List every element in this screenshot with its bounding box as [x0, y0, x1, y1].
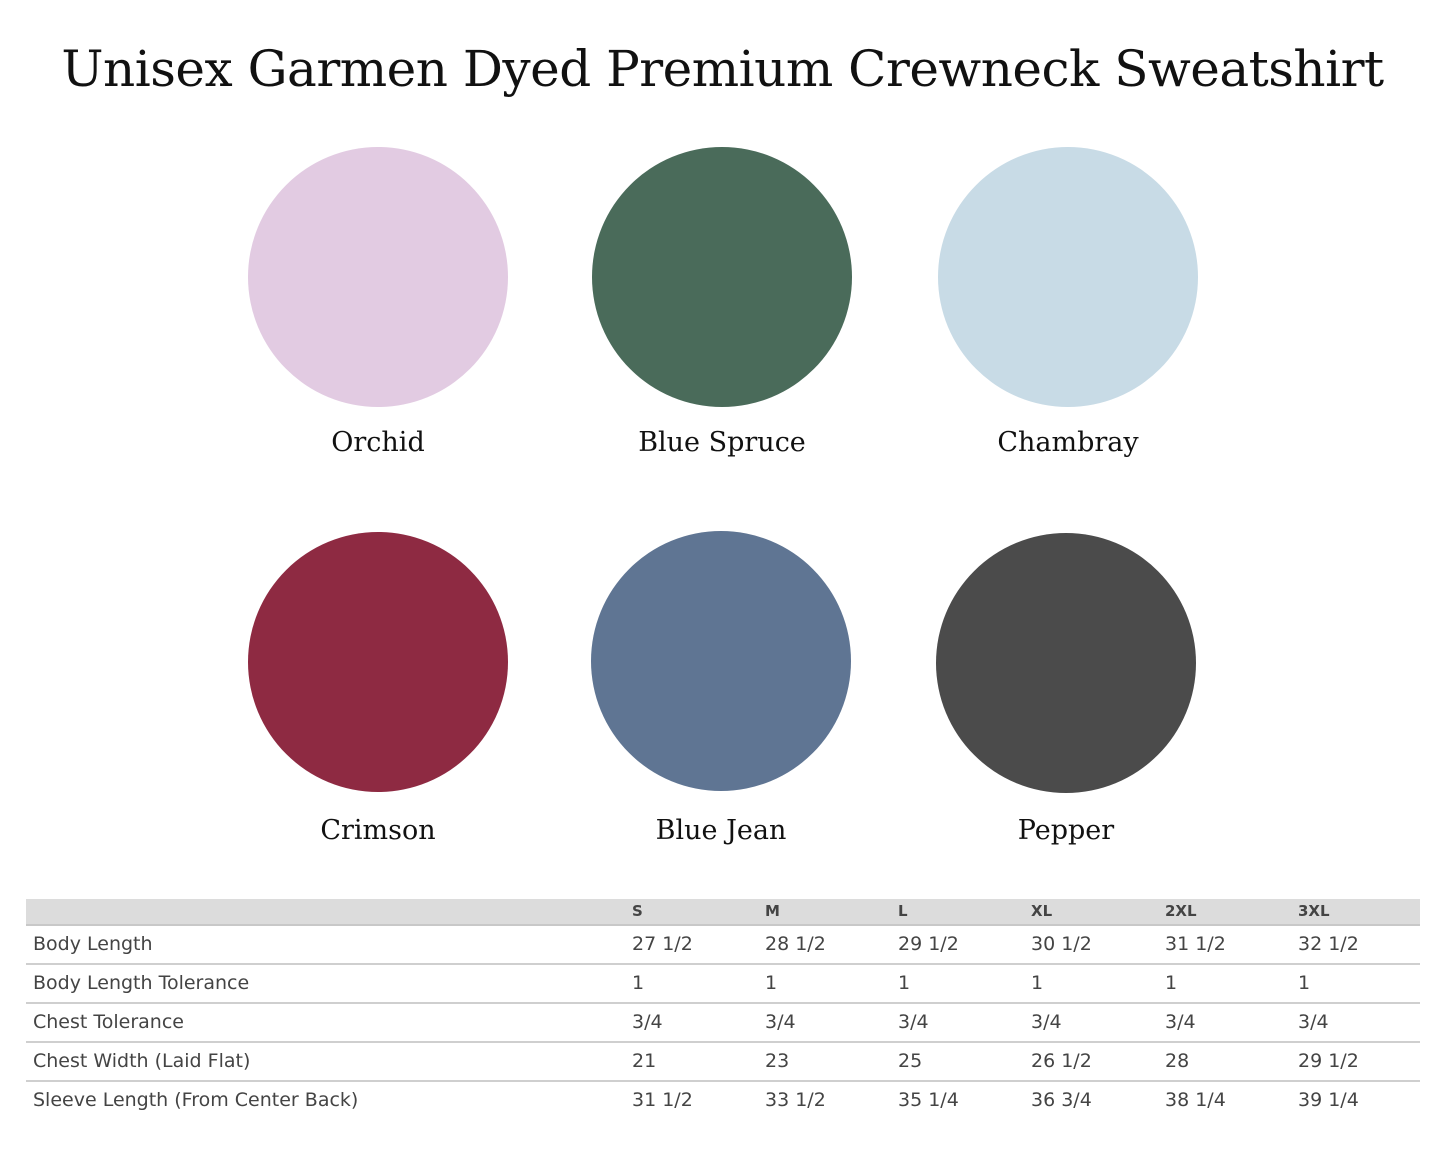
table-cell: 3/4	[1298, 1011, 1329, 1033]
swatch-label: Blue Jean	[655, 815, 787, 846]
row-label: Sleeve Length (From Center Back)	[33, 1089, 359, 1111]
table-cell: 1	[632, 972, 645, 994]
page-title: Unisex Garmen Dyed Premium Crewneck Swea…	[61, 40, 1384, 98]
column-header: L	[898, 902, 908, 920]
table-cell: 3/4	[632, 1011, 663, 1033]
row-label: Chest Width (Laid Flat)	[33, 1050, 251, 1072]
table-header-row: S M L XL 2XL 3XL	[26, 899, 1420, 926]
table-cell: 1	[898, 972, 911, 994]
swatch-label: Crimson	[320, 815, 436, 846]
swatch-chambray	[938, 147, 1198, 407]
table-cell: 3/4	[765, 1011, 796, 1033]
table-cell: 33 1/2	[765, 1089, 826, 1111]
table-cell: 1	[1031, 972, 1044, 994]
swatch-blue-jean	[591, 531, 851, 791]
table-cell: 3/4	[1031, 1011, 1062, 1033]
column-header: 3XL	[1298, 902, 1330, 920]
row-label: Chest Tolerance	[33, 1011, 184, 1033]
table-cell: 28 1/2	[765, 933, 826, 955]
swatch-label: Chambray	[997, 427, 1139, 458]
column-header: XL	[1031, 902, 1053, 920]
table-cell: 39 1/4	[1298, 1089, 1359, 1111]
table-cell: 35 1/4	[898, 1089, 959, 1111]
swatch-blue-spruce	[592, 147, 852, 407]
size-chart-table: S M L XL 2XL 3XL Body Length 27 1/2 28 1/2 29 1/…	[26, 899, 1420, 1119]
table-row: Body Length 27 1/2 28 1/2 29 1/2 30 1/2 31 1/…	[26, 926, 1420, 965]
table-cell: 23	[765, 1050, 790, 1072]
table-cell: 3/4	[898, 1011, 929, 1033]
column-header: S	[632, 902, 643, 920]
swatch-pepper	[936, 533, 1196, 793]
swatch-orchid	[248, 147, 508, 407]
table-row: Sleeve Length (From Center Back) 31 1/2 33…	[26, 1082, 1420, 1119]
table-cell: 1	[1298, 972, 1311, 994]
table-cell: 30 1/2	[1031, 933, 1092, 955]
table-cell: 29 1/2	[1298, 1050, 1359, 1072]
table-cell: 1	[1165, 972, 1178, 994]
row-label: Body Length	[33, 933, 153, 955]
table-cell: 38 1/4	[1165, 1089, 1226, 1111]
table-cell: 3/4	[1165, 1011, 1196, 1033]
swatch-label: Pepper	[1017, 815, 1115, 846]
table-cell: 29 1/2	[898, 933, 959, 955]
swatch-label: Blue Spruce	[638, 427, 806, 458]
table-row: Body Length Tolerance 1 1 1 1 1 1	[26, 965, 1420, 1004]
table-cell: 31 1/2	[632, 1089, 693, 1111]
table-row: Chest Tolerance 3/4 3/4 3/4 3/4 3/4 3/4	[26, 1004, 1420, 1043]
swatch-label: Orchid	[331, 427, 425, 458]
swatch-crimson	[248, 532, 508, 792]
table-cell: 27 1/2	[632, 933, 693, 955]
table-cell: 26 1/2	[1031, 1050, 1092, 1072]
table-cell: 32 1/2	[1298, 933, 1359, 955]
column-header: M	[765, 902, 780, 920]
row-label: Body Length Tolerance	[33, 972, 250, 994]
table-cell: 25	[898, 1050, 923, 1072]
table-cell: 31 1/2	[1165, 933, 1226, 955]
table-cell: 21	[632, 1050, 657, 1072]
table-cell: 1	[765, 972, 778, 994]
table-cell: 28	[1165, 1050, 1190, 1072]
column-header: 2XL	[1165, 902, 1197, 920]
table-cell: 36 3/4	[1031, 1089, 1092, 1111]
table-row: Chest Width (Laid Flat) 21 23 25 26 1/2 28 29 …	[26, 1043, 1420, 1082]
